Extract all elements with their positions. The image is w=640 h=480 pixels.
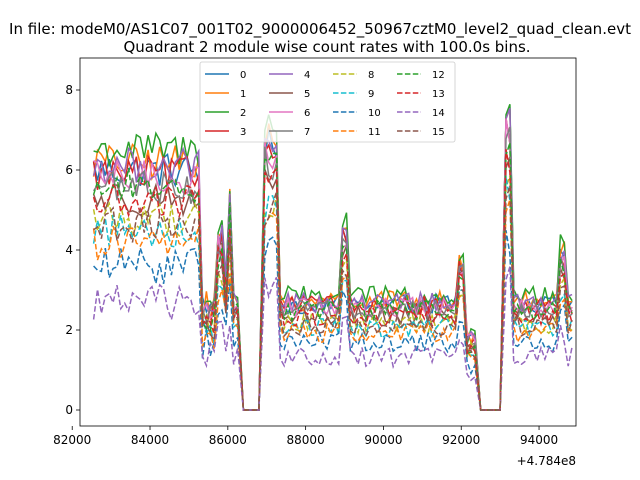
legend-label-4: 4 xyxy=(304,70,310,81)
legend-label-11: 11 xyxy=(368,127,381,138)
legend-label-5: 5 xyxy=(304,89,310,100)
axes-frame xyxy=(79,57,577,427)
legend-label-13: 13 xyxy=(432,89,445,100)
legend-label-15: 15 xyxy=(432,127,445,138)
y-tick-label: 0 xyxy=(65,403,73,417)
x-axis: 82000 84000 86000 88000 90000 92000 94000 xyxy=(53,426,558,447)
legend-label-10: 10 xyxy=(368,108,381,119)
x-tick-label: 92000 xyxy=(442,433,480,447)
x-tick-label: 84000 xyxy=(131,433,169,447)
plot-area: 82000 84000 86000 88000 90000 92000 94000 0 2 4 6… xyxy=(53,57,577,468)
x-tick-label: 88000 xyxy=(287,433,325,447)
x-tick-label: 94000 xyxy=(520,433,558,447)
series-line-13 xyxy=(92,148,573,411)
x-tick-label: 90000 xyxy=(364,433,402,447)
figure-suptitle: In file: modeM0/AS1C07_001T02_9000006452… xyxy=(9,20,631,39)
series-layer xyxy=(92,104,573,411)
series-line-14 xyxy=(92,266,573,411)
x-tick-label: 82000 xyxy=(53,433,91,447)
y-axis: 0 2 4 6 8 xyxy=(65,83,80,417)
legend-label-2: 2 xyxy=(240,108,246,119)
x-axis-offset-label: +4.784e8 xyxy=(517,454,576,468)
legend-label-6: 6 xyxy=(304,108,310,119)
legend-label-12: 12 xyxy=(432,70,445,81)
y-tick-label: 4 xyxy=(65,243,73,257)
legend-box xyxy=(199,61,456,143)
series-line-8 xyxy=(92,175,573,411)
legend-label-7: 7 xyxy=(304,127,310,138)
series-line-15 xyxy=(93,185,573,411)
legend-label-1: 1 xyxy=(240,89,246,100)
legend-label-8: 8 xyxy=(368,70,374,81)
x-tick-label: 86000 xyxy=(209,433,247,447)
legend-label-9: 9 xyxy=(368,89,374,100)
axes-title: Quadrant 2 module wise count rates with … xyxy=(123,38,530,56)
legend-label-14: 14 xyxy=(432,108,445,119)
y-tick-label: 2 xyxy=(65,323,73,337)
legend-label-0: 0 xyxy=(240,70,246,81)
y-tick-label: 8 xyxy=(65,83,73,97)
legend-label-3: 3 xyxy=(240,127,246,138)
y-tick-label: 6 xyxy=(65,163,73,177)
